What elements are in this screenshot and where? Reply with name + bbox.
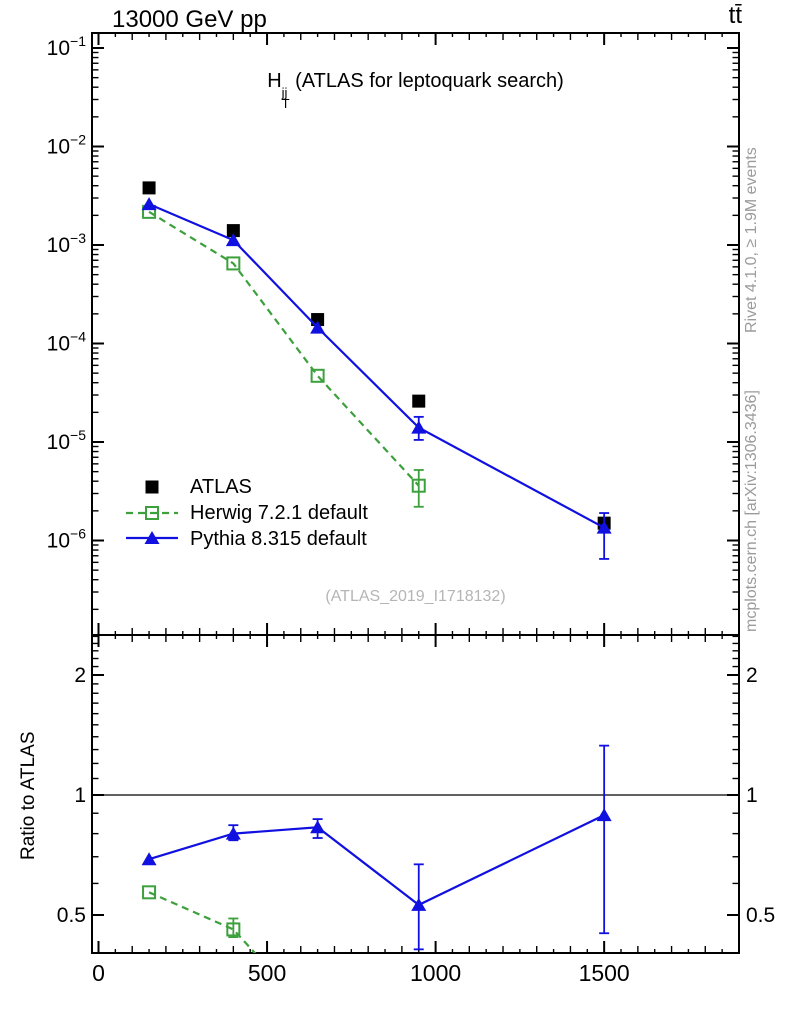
- svg-text:10−2: 10−2: [47, 132, 87, 159]
- observable-description: (ATLAS for leptoquark search): [289, 70, 564, 92]
- mcplots-arxiv-label: mcplots.cern.ch [arXiv:1306.3436]: [743, 390, 760, 632]
- beam-energy-label: 13000 GeV pp: [112, 6, 267, 33]
- svg-text:10−1: 10−1: [47, 33, 87, 60]
- svg-text:0: 0: [92, 960, 105, 986]
- svg-text:0.5: 0.5: [57, 904, 86, 927]
- svg-text:10−4: 10−4: [47, 329, 87, 356]
- observable-symbol: H: [267, 70, 282, 92]
- legend-label-atlas: ATLAS: [190, 476, 252, 498]
- svg-text:10−3: 10−3: [47, 230, 87, 257]
- observable-supsub: jj T: [281, 85, 290, 111]
- svg-text:1500: 1500: [579, 960, 630, 986]
- svg-text:1: 1: [74, 784, 86, 807]
- svg-text:0.5: 0.5: [746, 904, 775, 927]
- svg-text:2: 2: [746, 664, 758, 687]
- ratio-axis-title: Ratio to ATLAS: [18, 731, 39, 861]
- process-label: tt̄: [728, 2, 742, 29]
- svg-text:10−6: 10−6: [47, 526, 87, 553]
- legend-label-herwig: Herwig 7.2.1 default: [190, 502, 368, 524]
- analysis-id-watermark: (ATLAS_2019_I1718132): [325, 588, 506, 605]
- svg-text:1: 1: [746, 784, 758, 807]
- legend-item-atlas: ATLAS: [190, 475, 252, 499]
- legend-item-pythia: Pythia 8.315 default: [190, 527, 367, 551]
- legend-label-pythia: Pythia 8.315 default: [190, 528, 367, 550]
- rivet-version-label: Rivet 4.1.0, ≥ 1.9M events: [743, 147, 760, 333]
- svg-text:500: 500: [248, 960, 286, 986]
- svg-text:2: 2: [74, 664, 86, 687]
- svg-text:1000: 1000: [410, 960, 461, 986]
- svg-text:10−5: 10−5: [47, 427, 87, 454]
- legend-item-herwig: Herwig 7.2.1 default: [190, 501, 368, 525]
